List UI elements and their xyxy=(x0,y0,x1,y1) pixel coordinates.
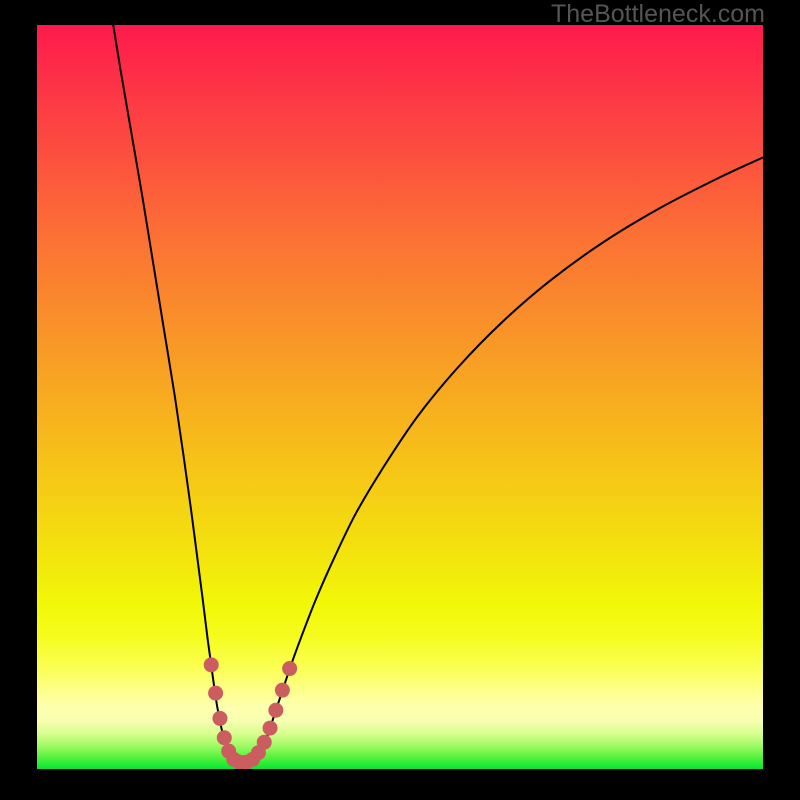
chart-svg xyxy=(0,0,800,800)
marker-dot xyxy=(257,735,272,750)
marker-dot xyxy=(268,703,283,718)
marker-dot xyxy=(204,657,219,672)
plot-area xyxy=(37,25,763,769)
watermark-text: TheBottleneck.com xyxy=(551,0,765,29)
marker-dot xyxy=(217,730,232,745)
marker-dot xyxy=(212,711,227,726)
marker-dot xyxy=(263,721,278,736)
marker-dot xyxy=(208,686,223,701)
marker-dot xyxy=(282,661,297,676)
marker-dot xyxy=(275,683,290,698)
chart-frame: TheBottleneck.com xyxy=(0,0,800,800)
